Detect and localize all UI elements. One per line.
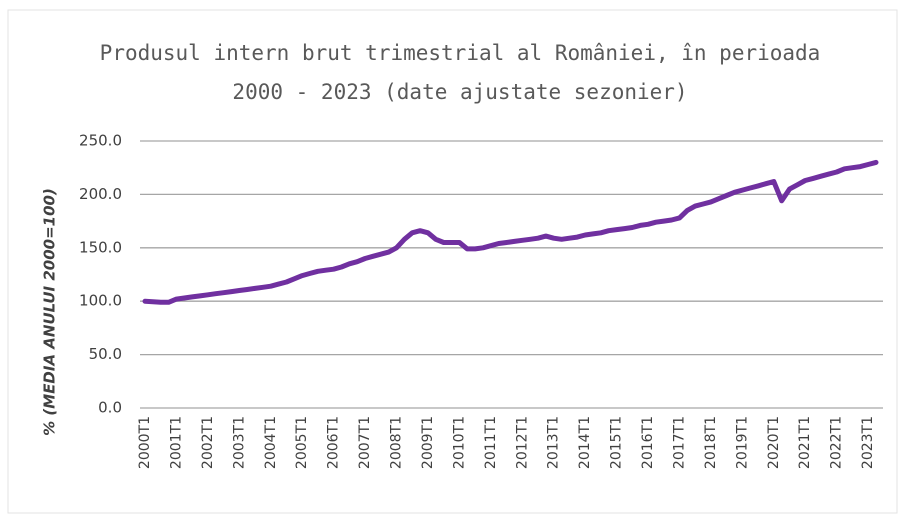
y-axis-label: % (MEDIA ANULUI 2000=100) — [41, 188, 59, 436]
x-tick-label: 2017T1 — [671, 416, 687, 469]
y-tick-label: 50.0 — [89, 345, 122, 363]
y-tick-label: 150.0 — [79, 238, 122, 256]
chart-title: 2000 - 2023 (date ajustate sezonier) — [232, 80, 687, 104]
x-tick-label: 2018T1 — [703, 416, 719, 469]
x-tick-label: 2023T1 — [860, 416, 876, 469]
x-tick-label: 2013T1 — [546, 416, 562, 469]
x-tick-label: 2010T1 — [451, 416, 467, 469]
x-tick-label: 2015T1 — [609, 416, 625, 469]
y-tick-label: 200.0 — [79, 185, 122, 203]
x-tick-label: 2014T1 — [577, 416, 593, 469]
x-tick-label: 2019T1 — [734, 416, 750, 469]
x-tick-label: 2005T1 — [294, 416, 310, 469]
chart-frame — [7, 9, 898, 514]
x-tick-label: 2006T1 — [326, 416, 342, 469]
x-tick-label: 2003T1 — [231, 416, 247, 469]
x-tick-label: 2007T1 — [357, 416, 373, 469]
x-tick-label: 2020T1 — [766, 416, 782, 469]
x-tick-label: 2002T1 — [200, 416, 216, 469]
x-tick-label: 2004T1 — [263, 416, 279, 469]
chart-title: Produsul intern brut trimestrial al Româ… — [100, 41, 821, 65]
x-tick-label: 2001T1 — [168, 416, 184, 469]
x-tick-label: 2009T1 — [420, 416, 436, 469]
x-tick-label: 2021T1 — [797, 416, 813, 469]
y-tick-label: 250.0 — [79, 132, 122, 150]
x-tick-label: 2000T1 — [137, 416, 153, 469]
y-tick-label: 0.0 — [98, 399, 122, 417]
y-tick-label: 100.0 — [79, 292, 122, 310]
x-tick-label: 2011T1 — [483, 416, 499, 469]
x-tick-label: 2012T1 — [514, 416, 530, 469]
x-tick-label: 2022T1 — [829, 416, 845, 469]
data-line — [142, 159, 879, 305]
x-tick-label: 2008T1 — [389, 416, 405, 469]
x-tick-label: 2016T1 — [640, 416, 656, 469]
